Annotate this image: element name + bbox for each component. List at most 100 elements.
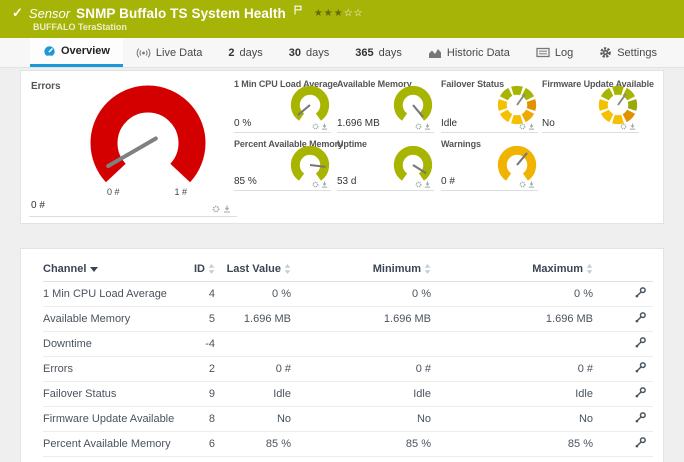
- maximum-value: 85 %: [431, 431, 593, 457]
- gear-icon[interactable]: [415, 123, 422, 130]
- last-value: Idle: [215, 381, 291, 407]
- download-icon[interactable]: [528, 123, 535, 130]
- last-value: 0 %: [215, 281, 291, 307]
- column-label: Maximum: [532, 263, 583, 275]
- gear-icon[interactable]: [519, 181, 526, 188]
- channel-settings-wrench-icon[interactable]: [634, 411, 647, 427]
- minimum-value: 1.696 MB: [291, 306, 431, 332]
- tab-30-days[interactable]: 30 days: [276, 38, 343, 67]
- tab-live-data[interactable]: Live Data: [123, 38, 215, 67]
- channel-id: 7: [173, 456, 215, 462]
- table-row: Errors 2 0 # 0 # 0 #: [43, 356, 653, 382]
- channel-name[interactable]: Downtime: [43, 331, 173, 357]
- tab-historic-data[interactable]: Historic Data: [415, 38, 523, 67]
- tab-overview[interactable]: Overview: [30, 38, 123, 67]
- gear-icon[interactable]: [212, 205, 220, 213]
- channel-settings-wrench-icon[interactable]: [634, 286, 647, 302]
- last-value: [215, 331, 291, 357]
- last-value: 85 %: [215, 431, 291, 457]
- last-value: 0 #: [215, 356, 291, 382]
- channel-name[interactable]: Errors: [43, 356, 173, 382]
- download-icon[interactable]: [629, 123, 636, 130]
- last-value: 53 d: [215, 456, 291, 462]
- tab-number: 2: [228, 46, 235, 59]
- channel-name[interactable]: Percent Available Memory: [43, 431, 173, 457]
- log-icon: [536, 47, 550, 58]
- scale-min: 0 #: [107, 187, 120, 197]
- channel-id: 9: [173, 381, 215, 407]
- tab-365-days[interactable]: 365 days: [342, 38, 415, 67]
- tab-2-days[interactable]: 2 days: [215, 38, 275, 67]
- gauge-value: No: [542, 118, 555, 129]
- table-row: Failover Status 9 Idle Idle Idle: [43, 381, 653, 407]
- gauge-errors: Errors 0 # 1 # 0 #: [29, 77, 237, 217]
- status-check-icon: ✓: [12, 5, 23, 20]
- priority-stars[interactable]: ★★★☆☆: [314, 8, 364, 19]
- minimum-value: No: [291, 406, 431, 432]
- channel-settings-wrench-icon[interactable]: [634, 311, 647, 327]
- column-label: Channel: [43, 263, 87, 275]
- gauge-available-memory: Available Memory 1.696 MB: [337, 79, 434, 133]
- gauge-value: 1.696 MB: [337, 118, 380, 129]
- column-header-channel[interactable]: Channel: [43, 257, 173, 282]
- maximum-value: 1.696 MB: [431, 306, 593, 332]
- gear-icon[interactable]: [519, 123, 526, 130]
- column-header-minimum[interactable]: Minimum: [291, 257, 431, 282]
- parent-device-name[interactable]: BUFFALO TeraStation: [33, 22, 127, 32]
- gear-icon: [600, 47, 612, 58]
- gauge-value: 0 #: [31, 200, 45, 211]
- channel-name[interactable]: Available Memory: [43, 306, 173, 332]
- channel-settings-wrench-icon[interactable]: [634, 336, 647, 352]
- gauge-dial: [393, 145, 433, 181]
- gear-icon[interactable]: [312, 123, 319, 130]
- sort-desc-icon: [90, 266, 99, 272]
- scale-max: 1 #: [174, 187, 187, 197]
- channel-id: -4: [173, 331, 215, 357]
- channel-name[interactable]: Uptime: [43, 456, 173, 462]
- download-icon[interactable]: [424, 123, 431, 130]
- download-icon[interactable]: [321, 123, 328, 130]
- tab-log[interactable]: Log: [523, 38, 586, 67]
- download-icon[interactable]: [321, 181, 328, 188]
- gauge-label: Warnings: [441, 139, 481, 149]
- minimum-value: 137 s: [291, 456, 431, 462]
- column-header-last-value[interactable]: Last Value: [215, 257, 291, 282]
- table-row: 1 Min CPU Load Average 4 0 % 0 % 0 %: [43, 281, 653, 307]
- stars-empty: ☆☆: [343, 7, 364, 19]
- gauges-panel: Errors 0 # 1 # 0 # 1 Min CPU Load Averag…: [20, 70, 664, 224]
- sensor-label: Sensor: [28, 5, 71, 21]
- channel-id: 8: [173, 406, 215, 432]
- gauge-label: Available Memory: [337, 79, 412, 89]
- maximum-value: 59 d: [431, 456, 593, 462]
- channel-settings-wrench-icon[interactable]: [634, 386, 647, 402]
- channel-name[interactable]: Failover Status: [43, 381, 173, 407]
- download-icon[interactable]: [424, 181, 431, 188]
- gauge-label: Failover Status: [441, 79, 505, 89]
- tab-label: days: [239, 46, 263, 59]
- download-icon[interactable]: [223, 205, 231, 213]
- page-title: SNMP Buffalo TS System Health: [76, 5, 286, 21]
- gear-icon[interactable]: [415, 181, 422, 188]
- channel-id: 4: [173, 281, 215, 307]
- gauge-dial-segmented: [497, 85, 537, 125]
- channel-settings-wrench-icon[interactable]: [634, 361, 647, 377]
- table-row: Firmware Update Available 8 No No No: [43, 406, 653, 432]
- column-header-maximum[interactable]: Maximum: [431, 257, 593, 282]
- column-label: Minimum: [372, 263, 421, 275]
- gear-icon[interactable]: [312, 181, 319, 188]
- priority-flag-icon: [294, 2, 302, 20]
- gear-icon[interactable]: [620, 123, 627, 130]
- gauge-cpu-load: 1 Min CPU Load Average 0 %: [234, 79, 338, 133]
- channel-settings-wrench-icon[interactable]: [634, 436, 647, 452]
- download-icon[interactable]: [528, 181, 535, 188]
- channel-name[interactable]: 1 Min CPU Load Average: [43, 281, 173, 307]
- sensor-header: ✓ Sensor SNMP Buffalo TS System Health ★…: [0, 0, 684, 38]
- channel-name[interactable]: Firmware Update Available: [43, 406, 174, 432]
- column-header-id[interactable]: ID: [173, 257, 215, 282]
- maximum-value: No: [431, 406, 593, 432]
- tab-number: 365: [355, 46, 374, 59]
- tab-settings[interactable]: Settings: [586, 38, 670, 67]
- chart-icon: [428, 48, 441, 58]
- sort-icon: [424, 264, 431, 275]
- table-row: Uptime 7 53 d 137 s 59 d: [43, 456, 653, 462]
